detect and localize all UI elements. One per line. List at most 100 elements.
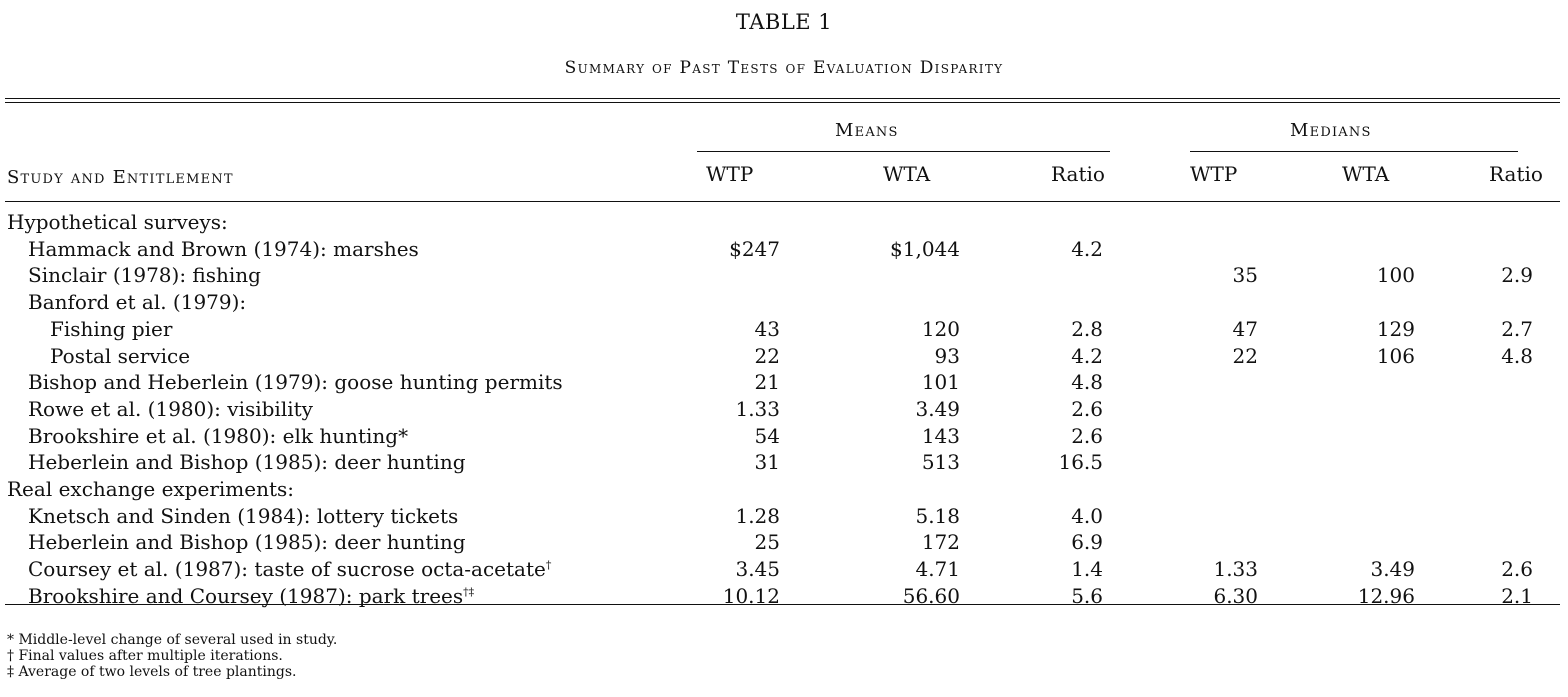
cell-mean-wtp: 1.28 bbox=[735, 503, 780, 528]
cell-med-ratio: 2.9 bbox=[1501, 263, 1533, 288]
row-label: Hammack and Brown (1974): marshes bbox=[28, 236, 419, 261]
cell-med-wtp: 1.33 bbox=[1213, 557, 1258, 582]
row-label: Postal service bbox=[50, 343, 191, 368]
cell-mean-ratio: 2.6 bbox=[1071, 396, 1103, 421]
top-rule-1 bbox=[5, 98, 1560, 99]
header-medians: Medians bbox=[1290, 120, 1372, 141]
cell-med-wtp: 22 bbox=[1232, 343, 1258, 368]
header-rule bbox=[5, 201, 1560, 202]
row-label: Coursey et al. (1987): taste of sucrose … bbox=[28, 557, 552, 582]
cell-med-ratio: 4.8 bbox=[1501, 343, 1533, 368]
header-study: Study and Entitlement bbox=[7, 167, 234, 188]
cell-mean-wtp: 22 bbox=[754, 343, 780, 368]
table-row: Knetsch and Sinden (1984): lottery ticke… bbox=[0, 504, 1568, 531]
row-label: Knetsch and Sinden (1984): lottery ticke… bbox=[28, 503, 459, 528]
table-row: Sinclair (1978): fishing 35 100 2.9 bbox=[0, 263, 1568, 290]
cell-mean-wta: 4.71 bbox=[915, 557, 960, 582]
header-mean-wta: WTA bbox=[883, 162, 931, 186]
cell-mean-ratio: 4.2 bbox=[1071, 343, 1103, 368]
row-label: Banford et al. (1979): bbox=[28, 290, 247, 315]
header-median-wtp: WTP bbox=[1190, 162, 1238, 186]
footnote-dagger: † Final values after multiple iterations… bbox=[7, 648, 283, 664]
cell-med-wtp: 35 bbox=[1232, 263, 1258, 288]
cell-med-ratio: 2.7 bbox=[1501, 316, 1533, 341]
medians-group-rule bbox=[1190, 151, 1518, 152]
cell-mean-wta: 120 bbox=[921, 316, 960, 341]
cell-mean-wta: 143 bbox=[921, 423, 960, 448]
top-rule-2 bbox=[5, 102, 1560, 103]
cell-mean-ratio: 5.6 bbox=[1071, 583, 1103, 608]
cell-mean-wtp: 10.12 bbox=[722, 583, 780, 608]
row-label: Heberlein and Bishop (1985): deer huntin… bbox=[28, 450, 466, 475]
cell-mean-wta: 56.60 bbox=[902, 583, 960, 608]
cell-mean-wtp: 1.33 bbox=[735, 396, 780, 421]
cell-mean-ratio: 2.8 bbox=[1071, 316, 1103, 341]
footnote-marker: †‡ bbox=[463, 585, 475, 599]
cell-mean-wtp: 31 bbox=[754, 450, 780, 475]
footnote-double-dagger: ‡ Average of two levels of tree planting… bbox=[7, 664, 297, 680]
header-median-wta: WTA bbox=[1342, 162, 1390, 186]
row-label: Brookshire and Coursey (1987): park tree… bbox=[28, 583, 475, 608]
table-row: Hypothetical surveys: bbox=[0, 210, 1568, 237]
cell-mean-wta: $1,044 bbox=[890, 236, 960, 261]
header-means: Means bbox=[835, 120, 899, 141]
cell-med-wta: 129 bbox=[1376, 316, 1415, 341]
cell-mean-ratio: 2.6 bbox=[1071, 423, 1103, 448]
cell-mean-wta: 172 bbox=[921, 530, 960, 555]
table-row: Banford et al. (1979): bbox=[0, 290, 1568, 317]
table-title: TABLE 1 bbox=[735, 10, 833, 34]
footnote-marker: † bbox=[545, 558, 552, 572]
bottom-rule bbox=[5, 604, 1560, 605]
cell-med-ratio: 2.1 bbox=[1501, 583, 1533, 608]
row-label: Bishop and Heberlein (1979): goose hunti… bbox=[28, 370, 563, 395]
header-mean-wtp: WTP bbox=[706, 162, 754, 186]
cell-mean-wtp: 43 bbox=[754, 316, 780, 341]
cell-med-wtp: 47 bbox=[1232, 316, 1258, 341]
table-row: Postal service 22 93 4.2 22 106 4.8 bbox=[0, 344, 1568, 371]
row-label: Real exchange experiments: bbox=[7, 477, 295, 501]
cell-mean-ratio: 6.9 bbox=[1071, 530, 1103, 555]
table-row: Rowe et al. (1980): visibility 1.33 3.49 2.… bbox=[0, 397, 1568, 424]
footnote-asterisk: * Middle-level change of several used in… bbox=[7, 632, 338, 648]
table-row: Heberlein and Bishop (1985): deer huntin… bbox=[0, 530, 1568, 557]
table-row: Heberlein and Bishop (1985): deer huntin… bbox=[0, 450, 1568, 477]
cell-mean-wtp: 3.45 bbox=[735, 557, 780, 582]
cell-mean-wtp: $247 bbox=[729, 236, 780, 261]
row-label: Sinclair (1978): fishing bbox=[28, 263, 261, 288]
row-label: Brookshire et al. (1980): elk hunting* bbox=[28, 423, 409, 448]
cell-mean-ratio: 16.5 bbox=[1058, 450, 1103, 475]
table-row: Brookshire et al. (1980): elk hunting* 54… bbox=[0, 424, 1568, 451]
table-row: Real exchange experiments: bbox=[0, 477, 1568, 504]
cell-mean-wta: 5.18 bbox=[915, 503, 960, 528]
row-label: Heberlein and Bishop (1985): deer huntin… bbox=[28, 530, 466, 555]
table-row: Hammack and Brown (1974): marshes $247 $1,… bbox=[0, 237, 1568, 264]
cell-mean-wtp: 21 bbox=[754, 370, 780, 395]
table-row: Bishop and Heberlein (1979): goose hunti… bbox=[0, 370, 1568, 397]
table-row: Fishing pier 43 120 2.8 47 129 2.7 bbox=[0, 317, 1568, 344]
cell-med-wta: 3.49 bbox=[1370, 557, 1415, 582]
row-label: Rowe et al. (1980): visibility bbox=[28, 396, 313, 421]
cell-med-wtp: 6.30 bbox=[1213, 583, 1258, 608]
cell-mean-ratio: 1.4 bbox=[1071, 557, 1103, 582]
cell-mean-wtp: 25 bbox=[754, 530, 780, 555]
cell-mean-wta: 3.49 bbox=[915, 396, 960, 421]
cell-med-wta: 100 bbox=[1376, 263, 1415, 288]
means-group-rule bbox=[697, 151, 1110, 152]
row-label: Fishing pier bbox=[50, 316, 173, 341]
cell-mean-wta: 513 bbox=[921, 450, 960, 475]
header-mean-ratio: Ratio bbox=[1051, 162, 1105, 186]
cell-med-ratio: 2.6 bbox=[1501, 557, 1533, 582]
row-label: Hypothetical surveys: bbox=[7, 210, 228, 234]
table-row: Coursey et al. (1987): taste of sucrose … bbox=[0, 557, 1568, 584]
header-median-ratio: Ratio bbox=[1489, 162, 1543, 186]
cell-med-wta: 12.96 bbox=[1357, 583, 1415, 608]
table-row: Brookshire and Coursey (1987): park tree… bbox=[0, 584, 1568, 611]
footnotes: * Middle-level change of several used in… bbox=[7, 632, 337, 680]
cell-med-wta: 106 bbox=[1376, 343, 1415, 368]
cell-mean-wta: 101 bbox=[921, 370, 960, 395]
cell-mean-ratio: 4.2 bbox=[1071, 236, 1103, 261]
table-subtitle: Summary of Past Tests of Evaluation Disp… bbox=[564, 58, 1004, 78]
cell-mean-wta: 93 bbox=[934, 343, 960, 368]
cell-mean-ratio: 4.8 bbox=[1071, 370, 1103, 395]
cell-mean-wtp: 54 bbox=[754, 423, 780, 448]
